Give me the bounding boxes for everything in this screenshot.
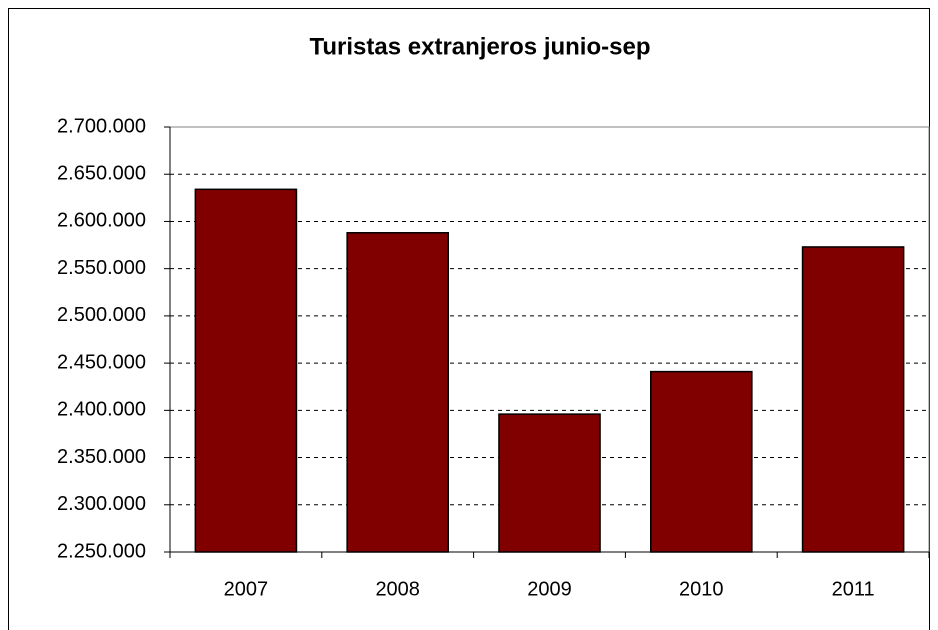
y-tick-label: 2.550.000 [57,257,146,279]
bar [498,413,601,553]
x-tick-label: 2010 [679,578,724,600]
x-tick-label: 2011 [832,578,875,600]
y-tick-label: 2.400.000 [57,399,146,421]
bar [194,188,298,553]
y-tick-label: 2.350.000 [57,446,146,468]
y-tick-label: 2.450.000 [57,351,146,373]
bar [650,370,753,553]
y-tick-label: 2.300.000 [57,493,146,515]
x-tick-label: 2009 [527,578,572,600]
x-tick-label: 2008 [375,578,420,600]
y-tick-label: 2.250.000 [57,540,146,562]
y-tick-label: 2.500.000 [57,304,146,326]
y-tick-label: 2.600.000 [57,210,146,232]
y-tick-label: 2.650.000 [57,163,146,185]
bar [346,232,449,553]
x-tick-label: 2007 [224,578,269,600]
bar [801,246,905,553]
y-tick-label: 2.700.000 [57,115,146,137]
chart-title: Turistas extranjeros junio-sep [310,33,651,60]
